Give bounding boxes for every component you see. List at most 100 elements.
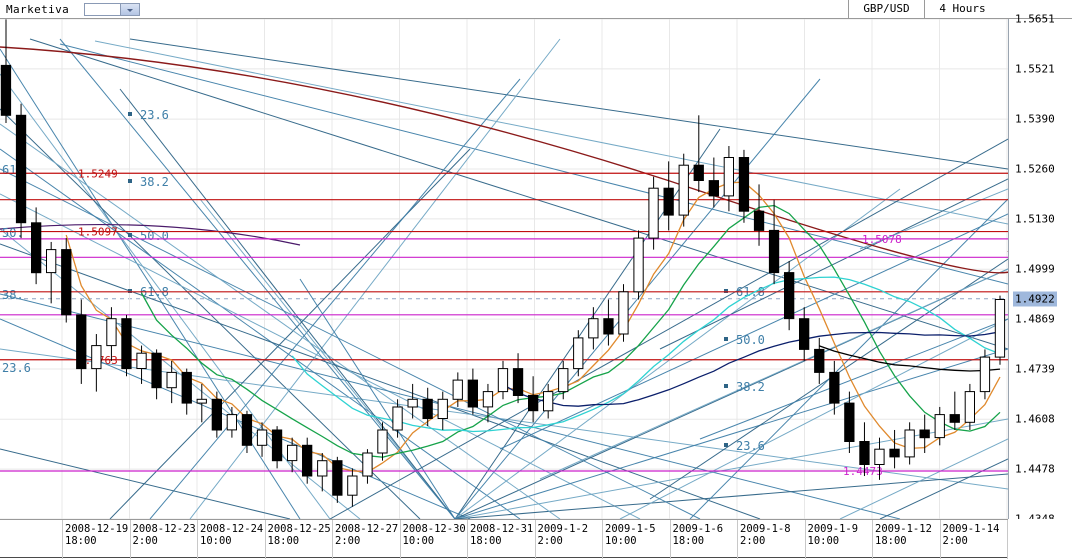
price-axis[interactable]: 1.5651 1.5521 1.5390 1.5260 1.5130 1.4999 1.48… — [1009, 13, 1072, 526]
time-axis[interactable]: 2008-12-19 18:00 2008-12-23 2:00 2008-12-24 1… — [0, 519, 1067, 559]
candlestick — [979, 349, 991, 400]
candlestick — [407, 383, 418, 419]
current-price-tag[interactable]: 1.4922 — [1013, 291, 1057, 307]
price-line-label: 1.5078 — [862, 233, 902, 246]
candlestick — [919, 414, 930, 453]
price-axis-tick: 1.4739 — [1015, 362, 1055, 376]
candlestick — [678, 153, 689, 227]
candlestick — [76, 299, 87, 384]
time-axis-tick — [197, 520, 198, 559]
symbol-label[interactable]: GBP/USD — [848, 0, 924, 18]
candlestick — [211, 391, 222, 438]
candlestick — [422, 387, 433, 427]
price-line-label: 1.4473 — [843, 465, 883, 478]
fib-level-label: 23.6 — [140, 108, 169, 122]
time-axis-label: 2009-1-6 18:00 — [672, 523, 724, 547]
chart-plot-area[interactable]: 23.6 38.2 50.0 61.8 61.8 50.0 38.2 23.6 61. 50. 38… — [0, 19, 1009, 519]
candlestick — [528, 376, 539, 423]
moving-average-line — [291, 276, 1001, 433]
candlestick — [362, 449, 373, 484]
time-axis-tick — [332, 520, 333, 559]
price-line-label: 1.5249 — [78, 167, 118, 180]
candlestick — [287, 437, 298, 473]
symbol-combobox[interactable] — [84, 3, 140, 16]
time-axis-tick — [534, 520, 536, 559]
candlestick — [0, 19, 12, 123]
time-axis-tick — [602, 520, 603, 559]
candlestick — [256, 422, 268, 457]
candlestick — [799, 307, 810, 361]
fib-level-label: 23.6 — [2, 361, 31, 375]
candlestick — [603, 299, 614, 346]
candlestick — [317, 452, 328, 492]
fib-level-label: 38.2 — [140, 175, 169, 189]
candlestick — [663, 161, 674, 231]
candlestick — [768, 199, 780, 285]
time-axis-tick — [1007, 520, 1008, 559]
candlestick — [497, 360, 509, 400]
price-axis-tick: 1.5130 — [1015, 212, 1055, 226]
price-axis-tick: 1.4869 — [1015, 312, 1055, 326]
price-axis-tick: 1.5260 — [1015, 162, 1055, 176]
candlestick — [136, 345, 147, 384]
candlestick — [437, 391, 448, 430]
time-axis-tick — [804, 520, 806, 559]
time-axis-label: 2008-12-25 18:00 — [267, 523, 331, 547]
candlestick — [15, 103, 27, 239]
time-axis-tick — [62, 520, 63, 559]
price-axis-tick: 1.4478 — [1015, 462, 1055, 476]
candlestick — [392, 399, 403, 438]
candlestick — [814, 337, 825, 384]
candlestick — [723, 146, 735, 212]
fib-level-label: 50.0 — [736, 333, 765, 347]
candlestick — [753, 184, 765, 246]
candlestick — [949, 391, 960, 430]
candlestick — [829, 360, 840, 415]
candlestick — [512, 353, 524, 404]
moving-average-line — [65, 181, 1001, 473]
candlestick — [558, 360, 569, 400]
candlestick — [452, 372, 463, 407]
time-axis-label: 2008-12-30 10:00 — [402, 523, 466, 547]
candlestick — [633, 230, 644, 300]
candlestick — [543, 383, 554, 419]
chart-canvas: 23.638.250.061.8 61.850.038.223.661.50.38… — [0, 19, 1008, 519]
timeframe-label[interactable]: 4 Hours — [924, 0, 1000, 18]
fib-level-label: 50. — [2, 226, 24, 240]
candlestick — [377, 422, 388, 461]
candlestick — [91, 334, 102, 392]
time-axis-label: 2008-12-24 10:00 — [200, 523, 264, 547]
candlestick — [347, 468, 358, 507]
time-axis-label: 2009-1-8 2:00 — [740, 523, 791, 547]
candlestick — [618, 284, 629, 342]
candlestick — [889, 429, 900, 469]
candlestick — [271, 426, 283, 469]
time-axis-label: 2009-1-2 2:00 — [537, 523, 589, 547]
time-axis-label: 2008-12-19 18:00 — [65, 523, 129, 547]
time-axis-tick — [264, 520, 266, 559]
candlestick — [46, 241, 57, 304]
time-axis-tick — [669, 520, 671, 559]
fib-level-label: 38. — [2, 288, 24, 302]
fib-level-label: 38.2 — [736, 380, 765, 394]
axis-corner — [1009, 519, 1072, 558]
chevron-down-icon[interactable] — [120, 4, 139, 15]
app-brand: Marketiva — [6, 3, 70, 16]
moving-average-line — [502, 331, 1001, 407]
time-axis-tick — [399, 520, 401, 559]
time-axis-label: 2009-1-12 18:00 — [875, 523, 932, 547]
candlestick — [482, 383, 494, 423]
moving-average-line — [819, 345, 1001, 372]
price-axis-tick: 1.5651 — [1015, 12, 1055, 26]
candlestick — [964, 383, 976, 430]
candlestick — [573, 330, 584, 377]
toolbar: Marketiva GBP/USD 4 Hours — [0, 0, 1072, 19]
time-axis-tick — [737, 520, 738, 559]
candlestick — [166, 360, 177, 404]
candlestick — [648, 176, 659, 250]
price-axis-tick: 1.4608 — [1015, 412, 1055, 426]
candlestick — [693, 115, 704, 193]
candlestick — [31, 207, 42, 285]
time-axis-tick — [129, 520, 131, 559]
candlestick — [844, 391, 855, 453]
